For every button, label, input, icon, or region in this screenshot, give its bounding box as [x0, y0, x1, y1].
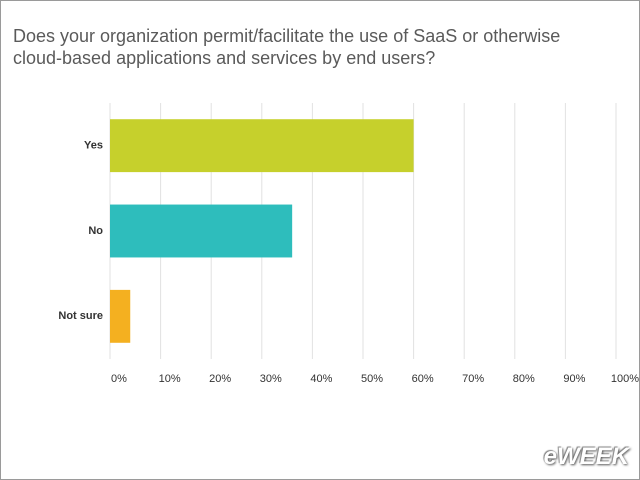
x-tick-label: 0%: [111, 373, 127, 385]
x-tick-label: 70%: [462, 373, 484, 385]
x-tick-label: 30%: [260, 373, 282, 385]
x-tick-label: 50%: [361, 373, 383, 385]
x-tick-label: 20%: [209, 373, 231, 385]
bar: [110, 289, 131, 343]
bar: [110, 119, 414, 173]
x-tick-label: 80%: [513, 373, 535, 385]
y-tick-label: Yes: [84, 140, 103, 152]
x-tick-label: 40%: [310, 373, 332, 385]
y-tick-label: Not sure: [58, 310, 103, 322]
bar: [110, 204, 293, 258]
y-tick-label: No: [88, 225, 103, 237]
x-tick-label: 10%: [159, 373, 181, 385]
x-tick-label: 60%: [412, 373, 434, 385]
x-tick-label: 100%: [611, 373, 639, 385]
watermark: eWEEK: [543, 443, 629, 470]
x-tick-label: 90%: [563, 373, 585, 385]
chart-title: Does your organization permit/facilitate…: [13, 26, 561, 68]
